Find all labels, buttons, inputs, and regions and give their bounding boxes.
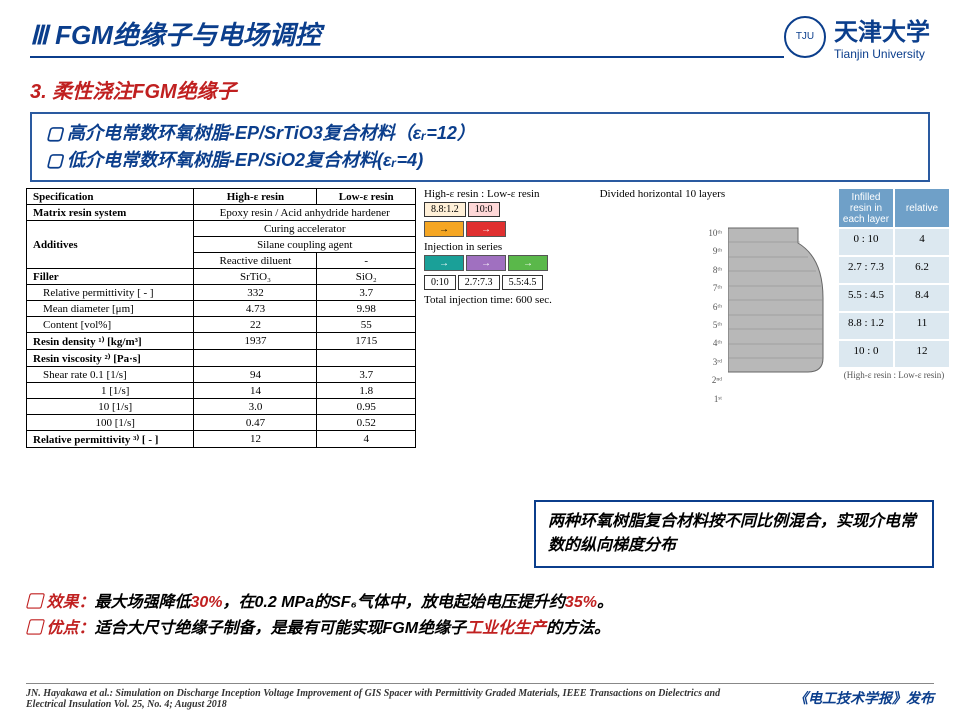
materials-box: ▢高介电常数环氧树脂-EP/SrTiO3复合材料（εᵣ=12） ▢低介电常数环氧… — [30, 112, 930, 182]
arrow-red-icon: → — [466, 221, 506, 237]
insulator-profile-icon — [728, 188, 838, 333]
mid-content-area: SpecificationHigh-ε resinLow-ε resin Mat… — [26, 188, 950, 448]
diag-top-label: High-ε resin : Low-ε resin — [424, 188, 540, 200]
conclusion-points: ▢ 效果：最大场强降低30%，在0.2 MPa的SF₆气体中，放电起始电压提升约… — [26, 590, 934, 641]
section-subtitle: 3. 柔性浇注FGM绝缘子 — [30, 75, 960, 104]
citation-text: JN. Hayakawa et al.: Simulation on Disch… — [26, 688, 746, 710]
university-branding: TJU 天津大学 Tianjin University — [784, 12, 930, 61]
slide-footer: JN. Hayakawa et al.: Simulation on Disch… — [26, 683, 934, 710]
effect-line: ▢ 效果：最大场强降低30%，在0.2 MPa的SF₆气体中，放电起始电压提升约… — [26, 590, 934, 616]
layer-index-column: 10ᵗʰ9ᵗʰ8ᵗʰ7ᵗʰ6ᵗʰ5ᵗʰ4ᵗʰ3ʳᵈ2ⁿᵈ1ˢᵗ — [708, 188, 724, 412]
specification-table: SpecificationHigh-ε resinLow-ε resin Mat… — [26, 188, 416, 448]
slide-header: Ⅲ FGM绝缘子与电场调控 TJU 天津大学 Tianjin Universit… — [0, 0, 960, 65]
slide-title: Ⅲ FGM绝缘子与电场调控 — [30, 15, 784, 58]
university-name-cn: 天津大学 — [834, 12, 930, 47]
layer-permittivity-table: 10ᵗʰ9ᵗʰ8ᵗʰ7ᵗʰ6ᵗʰ5ᵗʰ4ᵗʰ3ʳᵈ2ⁿᵈ1ˢᵗ Infilled… — [708, 188, 950, 412]
journal-label: 《电工技术学报》发布 — [794, 688, 934, 710]
diag-div-label: Divided horizontal 10 layers — [600, 188, 726, 200]
arrow-purple-icon: → — [466, 255, 506, 271]
arrow-orange-icon: → — [424, 221, 464, 237]
material-high-eps: ▢高介电常数环氧树脂-EP/SrTiO3复合材料（εᵣ=12） — [46, 120, 914, 147]
university-name-en: Tianjin University — [834, 47, 930, 61]
advantage-line: ▢ 优点：适合大尺寸绝缘子制备，是最有可能实现FGM绝缘子工业化生产的方法。 — [26, 616, 934, 642]
arrow-teal-icon: → — [424, 255, 464, 271]
arrow-green-icon: → — [508, 255, 548, 271]
right-table-caption: (High-ε resin : Low-ε resin) — [838, 370, 950, 380]
university-logo-icon: TJU — [784, 16, 826, 58]
material-low-eps: ▢低介电常数环氧树脂-EP/SiO2复合材料(εᵣ=4) — [46, 147, 914, 174]
mixing-note-box: 两种环氧树脂复合材料按不同比例混合，实现介电常数的纵向梯度分布 — [534, 500, 934, 568]
injection-diagram: High-ε resin : Low-ε resin Divided horiz… — [424, 188, 950, 448]
